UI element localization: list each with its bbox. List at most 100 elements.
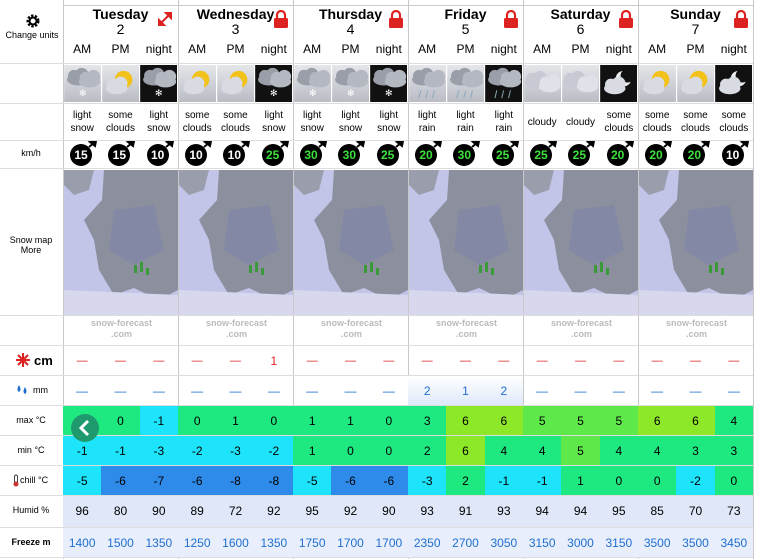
humidity-cell: 73 [727,503,741,518]
row-line [0,140,753,141]
weather-icon [715,65,753,102]
day-name: Sunday [670,6,721,22]
snow-map [409,170,523,315]
watermark: .com [570,329,592,339]
snow-label: cm [34,352,53,368]
min-temp-cell: 4 [484,436,523,465]
period-label: AM [73,42,92,56]
svg-text:✻: ✻ [347,88,354,98]
period-label: PM [111,42,130,56]
weather-icon: ✻ [140,65,178,102]
wind-value: 20 [649,148,663,162]
rain-label: mm [33,385,48,395]
snow-cell: — [383,354,395,367]
humidity-cell: 90 [152,503,166,518]
svg-text:✻: ✻ [270,88,277,98]
chill-cell: -8 [216,466,255,495]
wind-badge [223,141,251,166]
wind-value: 25 [534,148,548,162]
day-separator [293,0,294,559]
rain-cell: — [344,383,357,398]
lock-icon[interactable] [503,10,519,29]
max-temp-cell: 0 [369,406,408,435]
weather-icon: ✻ [293,65,331,102]
weather-icon [561,65,599,102]
wind-value: 10 [150,148,165,162]
humidity-cell: 94 [535,503,549,518]
snow-cell: — [459,354,471,367]
weather-text: some clouds [182,110,212,134]
min-temp-cell: 4 [638,436,677,465]
lock-icon[interactable] [273,10,289,29]
row-line [0,405,753,406]
expand-icon[interactable] [156,10,174,28]
max-temp-cell: 0 [101,406,140,435]
freeze-label: Freeze m [11,537,51,547]
chill-cell: -7 [139,466,178,495]
row-line [0,465,753,466]
min-temp-cell: 3 [714,436,753,465]
chill-cell: 0 [714,466,753,495]
wind-label: km/h [21,148,41,158]
wind-value: 25 [265,148,280,162]
wind-value: 30 [342,148,356,162]
snow-cell: — [306,354,318,367]
chill-cell: -5 [293,466,332,495]
freeze-bg [63,528,753,557]
weather-icon [523,65,561,102]
collapse-button[interactable] [70,413,100,443]
humidity-cell: 90 [382,503,396,518]
lock-icon[interactable] [388,10,404,29]
humidity-cell: 72 [228,503,243,518]
freeze-cell: 1350 [145,535,173,550]
rain-cell: — [651,383,664,398]
day-separator [523,0,524,559]
lock-icon[interactable] [733,10,749,29]
snow-map [179,170,293,315]
day-name: Wednesday [196,6,275,22]
snow-cell: — [114,354,126,367]
max-temp-cell: 1 [216,406,255,435]
day-date: 5 [461,21,470,37]
min-temp-cell: 1 [293,436,332,465]
change-units-button[interactable]: Change units [5,30,59,40]
weather-icon [446,65,484,102]
snow-map-more[interactable]: More [20,245,42,255]
snow-cell: — [421,354,433,367]
day-date: 4 [346,21,355,37]
rain-icon [17,385,27,394]
max-temp-cell: 6 [676,406,715,435]
min-temp-cell: -1 [101,436,140,465]
rain-cell: — [536,383,549,398]
snow-cell: — [574,354,586,367]
snow-cell: — [651,354,663,367]
freeze-cell: 1400 [68,535,96,550]
freeze-cell: 1500 [107,535,134,550]
watermark: .com [110,329,132,339]
snow-cell: — [728,354,740,367]
max-temp-cell: 5 [561,406,600,435]
humid-bg [63,496,753,527]
wind-badge [338,141,366,166]
period-label: PM [686,42,705,56]
min-temp-cell: -2 [178,436,217,465]
humidity-cell: 96 [75,503,89,518]
wind-value: 10 [189,148,203,162]
day-name: Thursday [318,6,382,22]
thermometer-icon [13,474,19,487]
svg-text:✻: ✻ [308,88,315,98]
lock-icon[interactable] [618,10,634,29]
weather-text: light snow [377,110,401,134]
rain-cell: 2 [500,383,508,398]
freeze-cell: 1600 [222,535,249,550]
weather-text: some clouds [106,110,135,134]
row-line [0,168,753,169]
chill-cell: -6 [178,466,217,495]
day-separator [753,0,754,559]
rain-cell: — [306,383,319,398]
snow-cell: — [536,354,548,367]
snow-cell: — [689,354,701,367]
chill-cell: -8 [254,466,293,495]
humidity-cell: 93 [497,503,511,518]
rain-cell: — [267,383,280,398]
